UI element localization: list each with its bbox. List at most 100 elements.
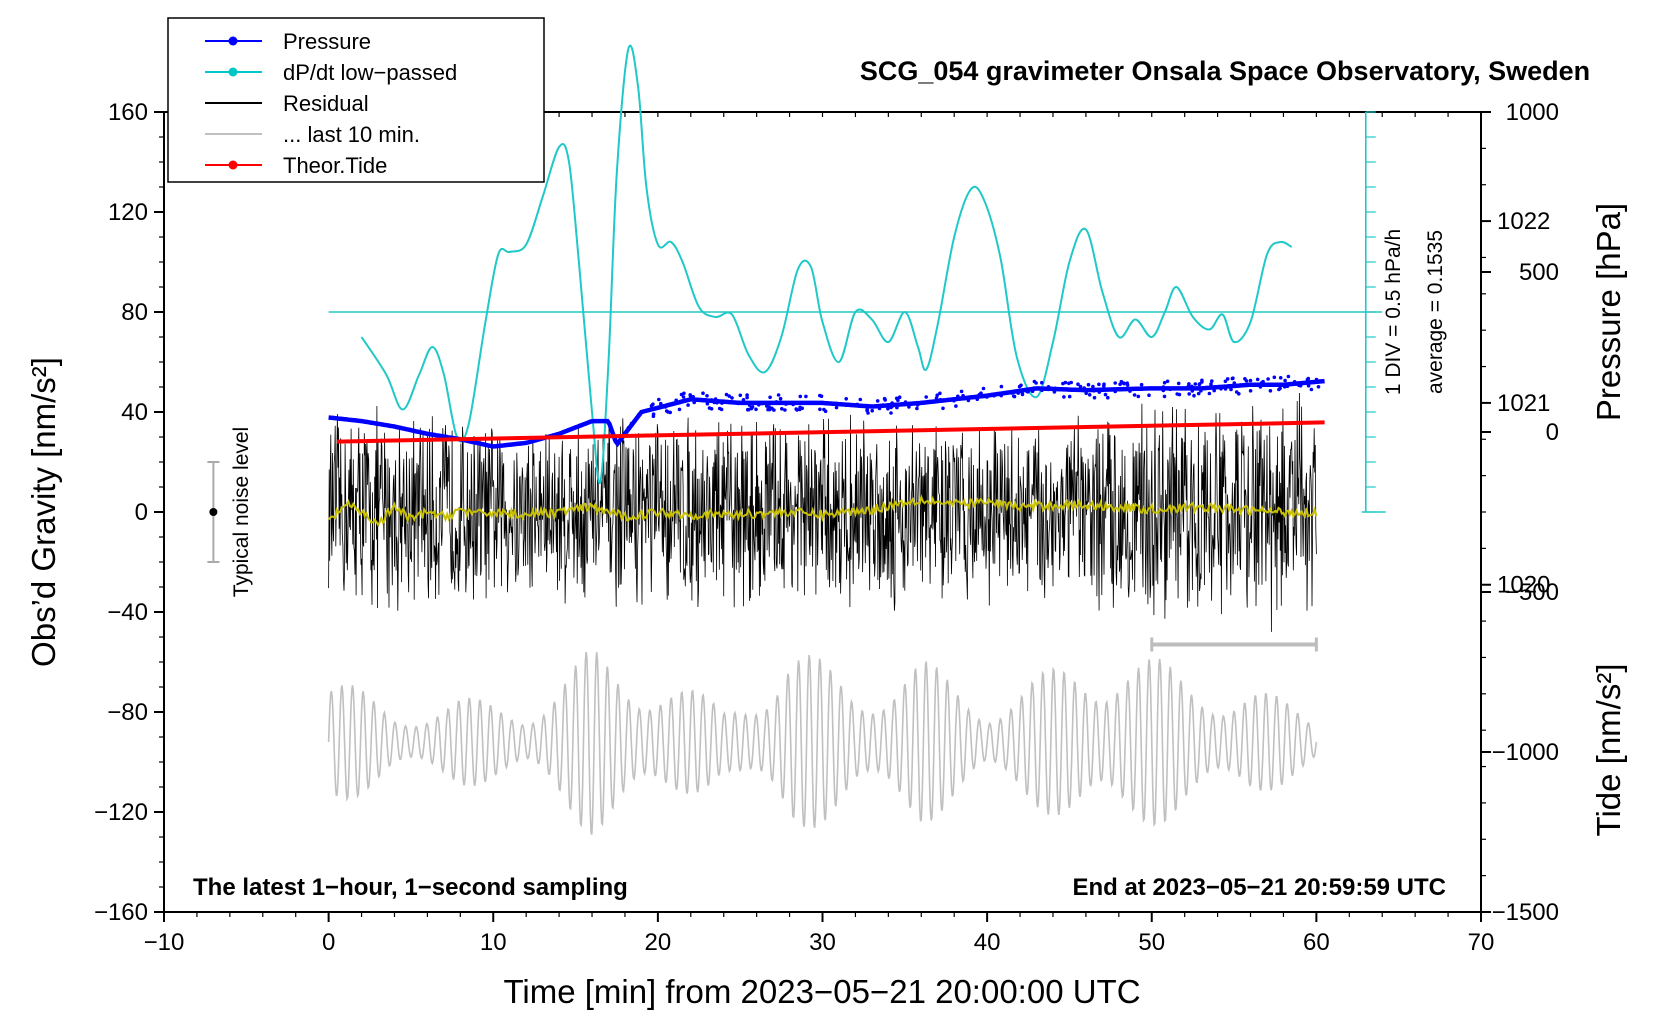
pressure-point: [1306, 376, 1311, 381]
pressure-point: [664, 409, 669, 413]
pressure-point: [1282, 384, 1287, 389]
pressure-point: [1266, 377, 1270, 381]
pressure-point: [882, 396, 887, 401]
pressure-point: [674, 398, 678, 403]
y-axis-label-tide: Tide [nm/s²]: [1590, 664, 1627, 837]
pressure-point: [1086, 382, 1091, 387]
pressure-point: [668, 410, 672, 415]
pressure-point: [855, 402, 860, 407]
pressure-point: [844, 397, 848, 401]
pressure-point: [992, 393, 996, 398]
pressure-point: [768, 395, 772, 400]
pressure-point: [1248, 378, 1253, 383]
pressure-point: [1032, 379, 1037, 384]
pressure-point: [1285, 384, 1290, 389]
residual-series-line: [328, 392, 1317, 632]
pressure-point: [1128, 389, 1132, 393]
pressure-point: [1040, 388, 1044, 393]
pressure-point: [1113, 389, 1117, 394]
pressure-point: [1046, 387, 1051, 392]
pressure-point: [886, 406, 890, 411]
pressure-point: [1125, 381, 1129, 386]
pressure-point: [941, 406, 945, 411]
pressure-point: [1062, 395, 1066, 399]
pressure-point: [1187, 392, 1191, 396]
pressure-point: [732, 400, 737, 405]
pressure-point: [1229, 387, 1233, 392]
pressure-point: [1076, 382, 1080, 387]
pressure-point: [1158, 386, 1162, 391]
pressure-point: [663, 405, 668, 409]
legend-label: Residual: [283, 91, 369, 116]
y-tick-label: 80: [121, 299, 148, 326]
pressure-point: [757, 403, 761, 407]
pressure-point: [705, 394, 709, 398]
pressure-point: [1309, 387, 1314, 392]
pressure-point: [1032, 386, 1036, 390]
pressure-point: [1320, 379, 1324, 384]
pressure-point: [1286, 374, 1291, 379]
pressure-point: [924, 395, 928, 399]
pressure-point: [1207, 391, 1212, 396]
pressure-point: [1255, 377, 1260, 382]
pressure-point: [1087, 393, 1092, 397]
pressure-point: [749, 405, 754, 410]
pressure-point: [938, 391, 942, 396]
pressure-point: [724, 392, 729, 397]
x-tick-label: 60: [1303, 929, 1330, 956]
pressure-point: [858, 397, 863, 402]
dpdt-average-label: average = 0.1535: [1424, 230, 1447, 394]
pressure-point: [915, 406, 919, 411]
legend-swatch-dot: [228, 67, 238, 77]
pressure-point: [1084, 391, 1088, 396]
y-tick-label: 40: [121, 399, 148, 426]
pressure-point: [760, 401, 764, 406]
pressure-point: [1147, 393, 1151, 398]
pressure-point: [1209, 382, 1213, 386]
pressure-point: [935, 393, 939, 398]
pressure-point: [872, 404, 877, 409]
pressure-point: [915, 403, 920, 407]
pressure-point: [677, 407, 682, 412]
pressure-point: [819, 394, 824, 399]
pressure-point: [866, 411, 870, 415]
pressure-point: [934, 396, 939, 400]
pressure-point: [952, 398, 956, 403]
pressure-point: [767, 405, 771, 409]
pressure-point: [1040, 380, 1044, 385]
tide-tick-label: 0: [1546, 419, 1559, 446]
pressure-point: [1225, 377, 1230, 381]
pressure-point: [966, 398, 971, 403]
legend-label: dP/dt low−passed: [283, 60, 457, 85]
y-tick-label: −160: [94, 899, 148, 926]
pressure-point: [713, 397, 718, 401]
pressure-point: [999, 384, 1004, 389]
pressure-point: [875, 399, 880, 403]
pressure-point: [795, 408, 799, 412]
pressure-point: [1132, 393, 1137, 397]
pressure-point: [1248, 389, 1253, 393]
pressure-point: [651, 412, 656, 417]
pressure-point: [1190, 389, 1195, 393]
pressure-point: [1168, 387, 1172, 392]
data-layer: [207, 44, 1383, 835]
pressure-point: [1278, 386, 1282, 391]
pressure-point: [1009, 391, 1014, 395]
pressure-point: [999, 393, 1003, 398]
pressure-point: [1097, 390, 1102, 394]
tide-tick-label: 500: [1519, 259, 1559, 286]
pressure-point: [1092, 389, 1096, 393]
pressure-point: [834, 405, 839, 410]
pressure-point: [1199, 389, 1203, 393]
x-tick-label: 20: [645, 929, 672, 956]
pressure-point: [1219, 387, 1223, 391]
pressure-point: [1297, 383, 1301, 388]
pressure-point: [719, 407, 724, 412]
pressure-point: [659, 401, 663, 406]
y-axis-label-left: Obs’d Gravity [nm/s²]: [25, 357, 62, 667]
pressure-point: [1026, 390, 1030, 394]
pressure-point: [688, 393, 692, 397]
pressure-point: [956, 394, 960, 399]
pressure-point: [800, 406, 804, 411]
pressure-point: [1053, 386, 1057, 391]
